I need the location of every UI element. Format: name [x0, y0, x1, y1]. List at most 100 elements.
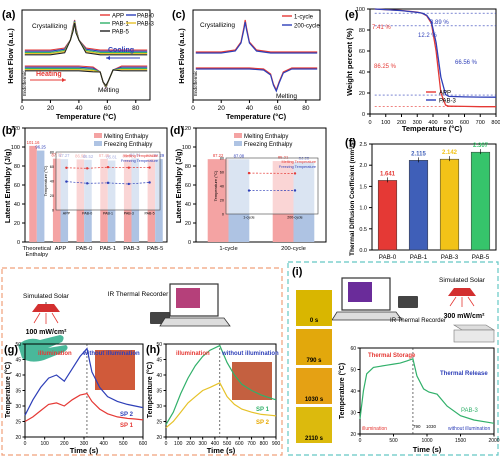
- ytick-label-d-100: 100: [182, 145, 191, 151]
- xtick-label-i-1000: 1000: [421, 438, 432, 444]
- ytick-label-d-0: 0: [188, 240, 191, 246]
- inset-ytick-label-d-60: 60: [220, 171, 224, 175]
- ytick-label-i-60: 60: [350, 346, 356, 352]
- xtick-label-g-100: 100: [40, 441, 49, 447]
- xtick-label-b-2-0: PAB-0: [76, 246, 92, 252]
- panel-c: (c) 1-cycle 200-cycle Crystallizing Melt…: [172, 9, 321, 121]
- xtick-label-e-0: 0: [368, 120, 371, 126]
- inset-ytick-label-b-40: 40: [50, 180, 54, 184]
- cooling-curve-a-4: [24, 22, 148, 56]
- inset-ytick-label-b-0: 0: [52, 209, 54, 213]
- xtick-label-h-700: 700: [247, 441, 256, 447]
- ytick-label-h-40: 40: [156, 373, 162, 379]
- ylabel-i: Temperature (°C): [338, 363, 346, 419]
- legend-label-d-melt: Melting Enthalpy: [244, 134, 288, 140]
- xtick-label-e-200: 200: [397, 120, 406, 126]
- xtick-label-h-100: 100: [174, 441, 183, 447]
- series-line-g-0: [24, 392, 144, 423]
- panel-label-f: (f): [345, 137, 356, 149]
- ytick-label-g-35: 35: [15, 389, 21, 395]
- thermal-frame-2110: [296, 407, 332, 443]
- inset-ytick-label-b-20: 20: [50, 194, 54, 198]
- ylabel-c: Heat Flow (a.u.): [177, 28, 186, 84]
- legend-swatch-d-melt: [234, 133, 242, 138]
- series-line-e-pab3: [374, 8, 497, 98]
- xtick-label-a-0: 0: [20, 105, 24, 112]
- annotation-crystallizing-a: Crystallizing: [32, 23, 67, 30]
- inset-xtick-label-b-4: PAB-5: [145, 212, 155, 216]
- xtick-label-h-400: 400: [211, 441, 220, 447]
- inset-legend-d-0: Melting Temperature: [281, 160, 316, 164]
- xtick-label-e-500: 500: [444, 120, 453, 126]
- ytick-label-i-40: 40: [350, 389, 356, 395]
- frame-left: [1, 267, 283, 456]
- inset-point-b-1-4: [148, 181, 151, 184]
- xtick-label-c-80: 80: [302, 105, 310, 112]
- bar-f-2: [439, 158, 460, 251]
- series-line-h-0: [165, 344, 277, 425]
- recorder-label-left: IR Thermal Recorder: [108, 291, 169, 298]
- xtick-label-g-400: 400: [99, 441, 108, 447]
- ytick-label-g-20: 20: [15, 435, 21, 441]
- inset-point-d-1-0: [247, 189, 251, 192]
- inset-point-b-0-2: [106, 165, 110, 169]
- ytick-label-h-35: 35: [156, 389, 162, 395]
- panel-label-a: (a): [2, 9, 16, 21]
- inset-point-b-1-1: [86, 182, 89, 185]
- series-line-g-1: [24, 347, 144, 416]
- legend-label-b-freeze: Freezing Enthalpy: [104, 142, 152, 148]
- annotation-endo-a: Endothermic: [22, 70, 27, 96]
- value-label-d-melt-1: 85.21: [278, 155, 289, 160]
- thermal-photo-h: [232, 362, 272, 400]
- ir-camera-icon-right: [398, 296, 418, 308]
- ytick-label-e-80: 80: [359, 28, 365, 34]
- legend-label-b-melt: Melting Enthalpy: [104, 134, 148, 140]
- bar-f-0: [377, 180, 398, 251]
- legend-swatch-b-freeze: [94, 141, 102, 146]
- line-plot-g: 0 100 200 300 400 500 600 20 25 30 35 40 45 50: [15, 342, 147, 447]
- ytick-label-e-100: 100: [356, 7, 365, 13]
- panel-label-h: (h): [146, 344, 160, 356]
- xtick-label-f-1: PAB-1: [410, 254, 428, 261]
- ytick-label-h-45: 45: [156, 358, 162, 364]
- panel-i: 0 500 1000 1500 2000 20 30 40 50 60 Thermal Stora…: [338, 346, 500, 454]
- legend-label-200cycle: 200-cycle: [294, 24, 320, 30]
- panel-label-c: (c): [172, 9, 186, 21]
- series-line-i-0: [359, 358, 495, 424]
- xtick-label-h-900: 900: [272, 441, 281, 447]
- heating-arrowhead-a: [62, 78, 66, 82]
- inset-point-b-1-2: [106, 181, 110, 185]
- legend-label-pab5: PAB-5: [112, 30, 130, 36]
- thermal-frame-790: [296, 329, 332, 365]
- legend-label-d-freeze: Freezing Enthalpy: [244, 142, 292, 148]
- ytick-label-d-40: 40: [185, 202, 191, 208]
- inset-ytick-label-d-80: 80: [220, 157, 224, 161]
- panel-a: (a) APP PAB-0 PAB-1 PAB-3 PAB-5 Crystall…: [2, 9, 155, 121]
- inset-ytick-label-b-60: 60: [50, 165, 54, 169]
- xtick-label-g-300: 300: [80, 441, 89, 447]
- xtick-label-e-800: 800: [491, 120, 500, 126]
- inset-ytick-label-d-0: 0: [222, 213, 224, 217]
- xtick-label-g-200: 200: [60, 441, 69, 447]
- xtick-label-c-20: 20: [218, 105, 226, 112]
- annotation-cooling-a: Cooling: [108, 47, 134, 54]
- series-line-h-1: [165, 382, 277, 429]
- xtick-label-i-500: 500: [389, 438, 398, 444]
- ytick-label-f-0.5: 0.5: [359, 227, 367, 233]
- bar-b-freeze-0: [36, 150, 45, 242]
- ytick-label-d-20: 20: [185, 221, 191, 227]
- inset-point-d-0-1: [293, 172, 297, 175]
- inset-point-d-1-1: [293, 189, 297, 192]
- plot-frame-f: [371, 143, 497, 251]
- annotation-melting-a: Melting: [98, 87, 119, 94]
- ytick-label-b-0: 0: [17, 240, 20, 246]
- ytick-label-g-45: 45: [15, 358, 21, 364]
- legend-label-e-app: APP: [439, 91, 451, 97]
- ytick-label-f-1.5: 1.5: [359, 184, 367, 190]
- panel-f: (f) 0.0 0.5 1.0 1.5 2.0 2.5 1.641 PAB-0 2.115 PAB…: [345, 137, 497, 261]
- xtick-label-g-500: 500: [119, 441, 128, 447]
- recorder-label-right: IR Thermal Recorder: [390, 318, 446, 324]
- label-sp2-g: SP 2: [120, 412, 134, 418]
